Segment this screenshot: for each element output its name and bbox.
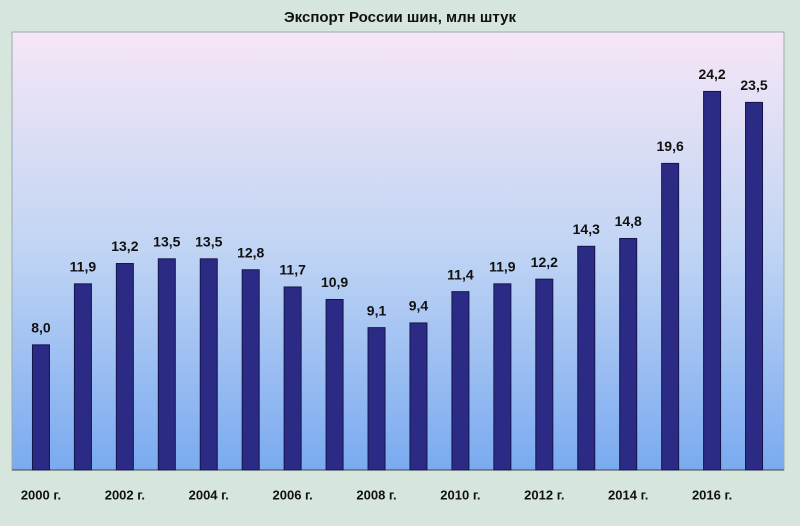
bar (619, 237, 638, 471)
bar (703, 90, 722, 471)
value-label: 14,3 (573, 221, 600, 237)
x-tick-label: 2002 г. (105, 487, 145, 502)
bar (31, 344, 50, 471)
value-label: 12,2 (531, 254, 558, 270)
x-tick-label: 2000 г. (21, 487, 61, 502)
bar (535, 278, 554, 471)
x-tick-label: 2008 г. (356, 487, 396, 502)
bar (367, 327, 386, 471)
bar (409, 322, 428, 471)
value-label: 10,9 (321, 274, 348, 290)
bar (325, 298, 344, 471)
x-tick-label: 2006 г. (273, 487, 313, 502)
value-label: 11,9 (70, 259, 97, 275)
value-label: 11,9 (489, 259, 516, 275)
bar (283, 286, 302, 471)
bar (241, 269, 260, 471)
value-label: 11,7 (279, 262, 306, 278)
bar (115, 263, 134, 471)
x-tick-label: 2016 г. (692, 487, 732, 502)
bar (577, 245, 596, 471)
x-tick-label: 2004 г. (189, 487, 229, 502)
value-label: 13,2 (111, 238, 138, 254)
bar (73, 283, 92, 471)
plot-area (11, 31, 785, 471)
value-label: 9,1 (367, 302, 387, 318)
x-tick-label: 2010 г. (440, 487, 480, 502)
bar (199, 258, 218, 471)
value-label: 13,5 (153, 234, 180, 250)
bar (661, 162, 680, 471)
value-label: 24,2 (698, 66, 725, 82)
bar (493, 283, 512, 471)
bar (157, 258, 176, 471)
value-label: 8,0 (31, 320, 51, 336)
bar (745, 101, 764, 471)
value-label: 11,4 (447, 266, 474, 282)
value-label: 23,5 (740, 77, 767, 93)
chart-title: Экспорт России шин, млн штук (284, 9, 516, 26)
bar (451, 291, 470, 471)
value-label: 14,8 (615, 213, 642, 229)
value-label: 12,8 (237, 244, 264, 260)
value-label: 13,5 (195, 234, 222, 250)
value-label: 19,6 (657, 138, 684, 154)
value-label: 9,4 (409, 298, 429, 314)
x-tick-label: 2014 г. (608, 487, 648, 502)
x-tick-label: 2012 г. (524, 487, 564, 502)
